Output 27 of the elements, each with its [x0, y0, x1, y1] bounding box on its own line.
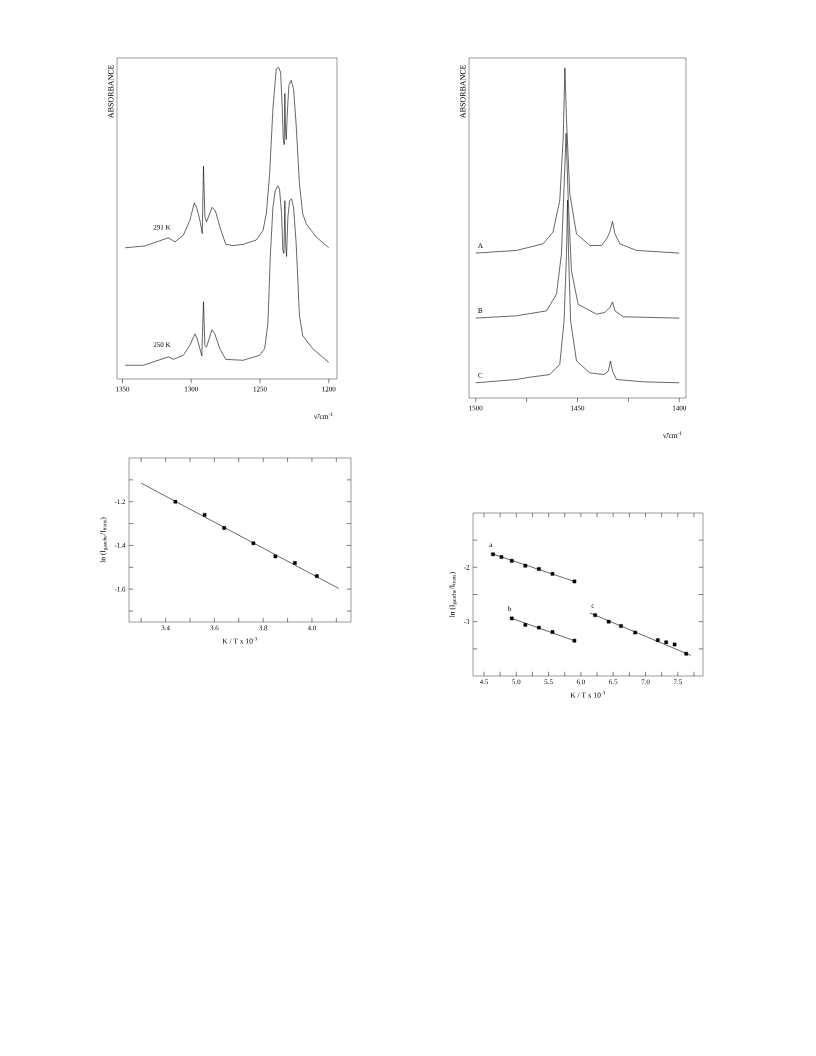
point — [202, 513, 207, 517]
point — [293, 561, 297, 565]
point — [550, 630, 555, 634]
point — [273, 554, 278, 559]
point — [537, 625, 541, 630]
point — [633, 630, 637, 635]
point — [664, 640, 668, 645]
point — [593, 613, 597, 617]
point — [672, 642, 677, 647]
point — [550, 572, 555, 576]
point — [315, 574, 319, 578]
point — [509, 559, 514, 563]
point — [509, 616, 514, 621]
point — [606, 619, 611, 624]
point — [537, 567, 541, 571]
point — [572, 579, 577, 584]
point — [251, 541, 256, 546]
point — [222, 526, 226, 530]
point — [523, 623, 528, 627]
point — [499, 555, 504, 559]
point — [684, 651, 689, 656]
point — [523, 563, 528, 568]
point — [655, 638, 660, 642]
point — [572, 638, 577, 643]
point — [173, 499, 178, 504]
point — [491, 552, 495, 557]
point — [619, 624, 623, 628]
